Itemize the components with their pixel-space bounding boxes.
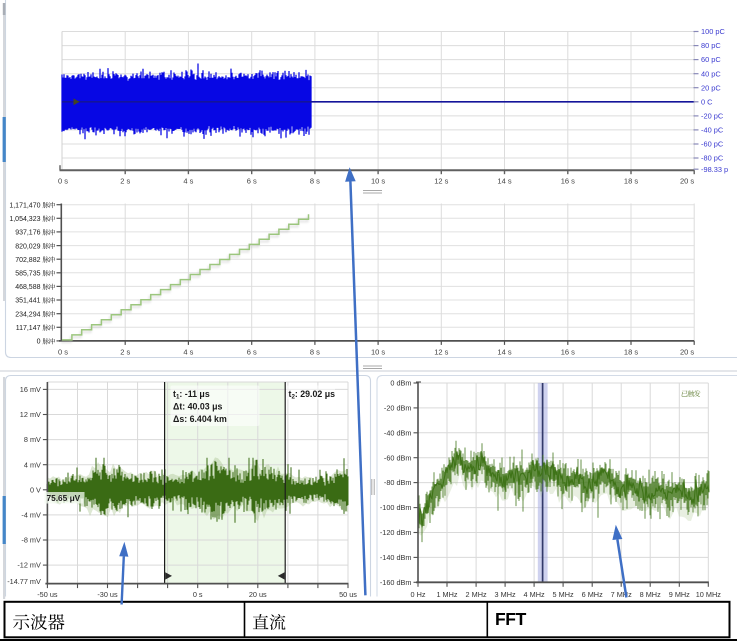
- svg-text:702,882: 702,882: [15, 257, 40, 264]
- svg-text:9 MHz: 9 MHz: [669, 590, 690, 599]
- svg-text:60 pC: 60 pC: [701, 55, 721, 64]
- svg-text:75.65 μV: 75.65 μV: [47, 493, 81, 503]
- svg-text:820,029: 820,029: [15, 243, 40, 250]
- svg-text:7 MHz: 7 MHz: [611, 590, 632, 599]
- svg-text:2 s: 2 s: [120, 177, 130, 186]
- svg-text:117,147: 117,147: [16, 325, 41, 332]
- svg-text:234,294: 234,294: [15, 311, 40, 318]
- svg-text:1 MHz: 1 MHz: [436, 590, 457, 599]
- svg-text:12 mV: 12 mV: [20, 410, 41, 419]
- svg-text:0 C: 0 C: [701, 97, 713, 106]
- svg-text:-120 dBm: -120 dBm: [380, 528, 412, 537]
- svg-text:8 s: 8 s: [310, 177, 320, 186]
- svg-text:351,441: 351,441: [15, 298, 40, 305]
- svg-text:14 s: 14 s: [497, 177, 511, 186]
- svg-text:18 s: 18 s: [624, 348, 638, 357]
- svg-text:12 s: 12 s: [434, 177, 448, 186]
- svg-text:1,171,470: 1,171,470: [9, 202, 40, 209]
- svg-text:-4 mV: -4 mV: [21, 511, 41, 520]
- svg-text:1,054,323: 1,054,323: [9, 216, 40, 223]
- svg-text:-140 dBm: -140 dBm: [380, 553, 412, 562]
- svg-text:2 MHz: 2 MHz: [466, 590, 487, 599]
- svg-text:t2: 29.02 μs: t2: 29.02 μs: [289, 389, 336, 401]
- svg-text:585,735: 585,735: [15, 271, 40, 278]
- svg-text:0 s: 0 s: [58, 177, 68, 186]
- svg-text:Δt: 40.03 μs: Δt: 40.03 μs: [173, 402, 222, 412]
- svg-text:5 MHz: 5 MHz: [553, 590, 574, 599]
- svg-text:50 us: 50 us: [339, 590, 357, 599]
- svg-text:-50 us: -50 us: [37, 590, 58, 599]
- svg-text:t1: -11 μs: t1: -11 μs: [173, 389, 210, 401]
- svg-text:20 us: 20 us: [249, 590, 267, 599]
- svg-text:468,588: 468,588: [15, 284, 40, 291]
- svg-text:-20 dBm: -20 dBm: [384, 404, 412, 413]
- svg-text:3 MHz: 3 MHz: [495, 590, 516, 599]
- svg-text:937,176: 937,176: [15, 230, 40, 237]
- svg-text:12 s: 12 s: [434, 348, 448, 357]
- svg-text:0 s: 0 s: [193, 590, 203, 599]
- svg-text:Δs: 6.404 km: Δs: 6.404 km: [173, 414, 227, 424]
- svg-text:0 s: 0 s: [58, 348, 68, 357]
- svg-text:4 s: 4 s: [183, 348, 193, 357]
- svg-text:FFT: FFT: [495, 609, 527, 629]
- svg-text:16 s: 16 s: [561, 177, 575, 186]
- svg-text:4 s: 4 s: [183, 177, 193, 186]
- svg-text:-60 pC: -60 pC: [701, 140, 724, 149]
- svg-text:80 pC: 80 pC: [701, 41, 721, 50]
- svg-text:16 s: 16 s: [561, 348, 575, 357]
- svg-text:100 pC: 100 pC: [701, 27, 725, 36]
- svg-text:-8 mV: -8 mV: [21, 536, 41, 545]
- svg-text:6 s: 6 s: [247, 348, 257, 357]
- svg-text:0 V: 0 V: [30, 485, 41, 494]
- svg-text:20 s: 20 s: [680, 177, 694, 186]
- svg-text:-98.33 p: -98.33 p: [701, 165, 728, 174]
- svg-text:-20 pC: -20 pC: [701, 112, 724, 121]
- svg-text:16 mV: 16 mV: [20, 385, 41, 394]
- svg-text:-100 dBm: -100 dBm: [380, 503, 412, 512]
- svg-text:4 mV: 4 mV: [24, 460, 41, 469]
- svg-text:-30 us: -30 us: [97, 590, 118, 599]
- svg-text:-40 pC: -40 pC: [701, 126, 724, 135]
- svg-text:2 s: 2 s: [120, 348, 130, 357]
- svg-text:10 MHz: 10 MHz: [696, 590, 721, 599]
- svg-text:0: 0: [37, 339, 41, 346]
- svg-text:40 pC: 40 pC: [701, 69, 721, 78]
- svg-text:8 mV: 8 mV: [24, 435, 41, 444]
- svg-text:0 Hz: 0 Hz: [410, 590, 425, 599]
- svg-text:20 pC: 20 pC: [701, 83, 721, 92]
- svg-text:-80 dBm: -80 dBm: [384, 478, 412, 487]
- svg-text:8 MHz: 8 MHz: [640, 590, 661, 599]
- svg-text:10 s: 10 s: [371, 177, 385, 186]
- svg-text:8 s: 8 s: [310, 348, 320, 357]
- svg-text:18 s: 18 s: [624, 177, 638, 186]
- svg-text:20 s: 20 s: [680, 348, 694, 357]
- svg-text:6 s: 6 s: [247, 177, 257, 186]
- svg-text:14 s: 14 s: [497, 348, 511, 357]
- svg-text:0 dBm: 0 dBm: [390, 379, 411, 388]
- svg-text:6 MHz: 6 MHz: [582, 590, 603, 599]
- svg-text:-60 dBm: -60 dBm: [384, 453, 412, 462]
- svg-text:-14.77 mV: -14.77 mV: [7, 577, 41, 586]
- svg-text:-80 pC: -80 pC: [701, 154, 724, 163]
- svg-text:-12 mV: -12 mV: [17, 561, 41, 570]
- svg-text:-160 dBm: -160 dBm: [380, 578, 412, 587]
- svg-text:10 s: 10 s: [371, 348, 385, 357]
- svg-text:4 MHz: 4 MHz: [524, 590, 545, 599]
- svg-text:-40 dBm: -40 dBm: [384, 428, 412, 437]
